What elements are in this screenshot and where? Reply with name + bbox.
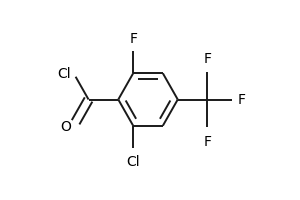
- Text: Cl: Cl: [126, 154, 140, 168]
- Text: Cl: Cl: [58, 67, 71, 81]
- Text: F: F: [238, 93, 246, 107]
- Text: F: F: [203, 52, 211, 66]
- Text: F: F: [203, 134, 211, 148]
- Text: O: O: [60, 119, 71, 133]
- Text: F: F: [129, 32, 137, 46]
